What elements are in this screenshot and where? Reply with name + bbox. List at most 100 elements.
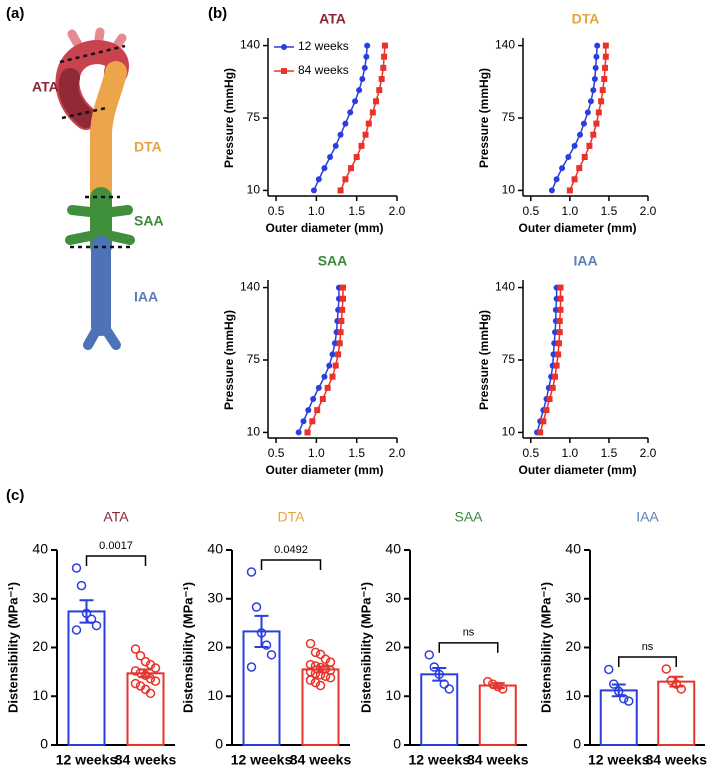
x-tick-label: 84 weeks	[646, 752, 708, 768]
y-axis-label: Pressure (mmHg)	[222, 68, 236, 168]
marker	[381, 53, 388, 60]
marker	[347, 109, 354, 116]
data-point	[261, 640, 272, 650]
marker	[339, 284, 346, 291]
marker	[364, 42, 371, 49]
data-point	[604, 664, 614, 675]
marker	[314, 407, 321, 414]
marker	[590, 87, 597, 94]
y-tick-label: 10	[565, 687, 581, 703]
marker	[300, 418, 307, 425]
y-tick-label: 0	[215, 736, 223, 752]
marker	[352, 98, 359, 105]
data-point	[619, 693, 629, 704]
annotation: 0.0492	[274, 544, 308, 556]
significance-bracket	[260, 559, 322, 570]
marker	[559, 165, 566, 172]
marker	[326, 362, 333, 369]
data-point	[130, 678, 141, 689]
y-tick-label: 40	[565, 541, 581, 557]
x-axis-label: Outer diameter (mm)	[518, 221, 636, 235]
marker	[601, 76, 608, 82]
x-tick-label: 84 weeks	[115, 752, 177, 768]
marker	[353, 154, 360, 160]
data-point	[315, 670, 326, 680]
chart-title: DTA	[278, 509, 306, 525]
y-tick-label: 140	[495, 280, 515, 294]
x-tick-label: 0.5	[268, 446, 285, 460]
marker	[315, 176, 322, 183]
marker	[602, 53, 609, 60]
marker	[555, 351, 562, 358]
data-point	[439, 679, 449, 689]
marker	[310, 187, 317, 194]
bar	[242, 630, 281, 746]
bar	[420, 673, 459, 746]
marker	[602, 64, 609, 71]
marker	[591, 76, 598, 82]
x-tick-label: 1.0	[308, 204, 325, 218]
data-point	[315, 649, 326, 660]
x-tick-label: 1.5	[601, 446, 618, 460]
x-tick-label: 1.5	[348, 204, 365, 218]
data-point	[150, 663, 161, 673]
marker	[332, 362, 339, 369]
y-tick-label: 30	[207, 589, 223, 605]
y-tick-label: 30	[32, 589, 48, 605]
significance-bracket	[85, 555, 147, 567]
y-tick-label: 30	[565, 589, 581, 605]
data-point	[444, 684, 454, 694]
y-tick-label: 140	[495, 38, 515, 52]
x-tick-label: 2.0	[389, 204, 406, 218]
panel-label: (b)	[208, 5, 227, 22]
marker	[329, 373, 336, 380]
data-point	[256, 628, 267, 638]
y-axis-label: Distensibility (MPa⁻¹)	[180, 582, 195, 713]
data-point	[609, 679, 619, 689]
x-tick-label: 84 weeks	[290, 752, 352, 768]
marker	[309, 418, 316, 425]
annotation: ns	[642, 641, 654, 653]
marker	[362, 131, 369, 138]
marker	[566, 187, 573, 194]
marker	[556, 329, 563, 336]
significance-bracket	[618, 656, 677, 667]
x-tick-label: 0.5	[268, 204, 285, 218]
marker	[586, 142, 593, 149]
marker	[361, 64, 368, 71]
marker	[373, 98, 380, 105]
data-point	[251, 602, 262, 612]
data-point	[150, 676, 161, 686]
data-point	[246, 662, 257, 672]
marker	[358, 142, 365, 149]
x-axis-label: Outer diameter (mm)	[265, 463, 383, 477]
marker	[356, 87, 363, 94]
x-tick-label: 1.0	[562, 204, 579, 218]
marker	[587, 98, 594, 105]
x-tick-label: 0.5	[522, 204, 539, 218]
data-point	[320, 671, 331, 682]
marker	[337, 187, 344, 194]
legend-label: 12 weeks	[298, 39, 349, 53]
data-point	[145, 688, 156, 699]
data-point	[81, 608, 92, 619]
marker	[321, 373, 328, 380]
marker	[576, 165, 583, 172]
marker	[310, 396, 317, 402]
x-tick-label: 84 weeks	[467, 752, 529, 768]
data-point	[671, 679, 681, 689]
x-tick-label: 2.0	[640, 204, 657, 218]
series-line	[551, 45, 598, 191]
y-tick-label: 0	[573, 736, 581, 752]
x-tick-label: 1.5	[601, 204, 618, 218]
marker	[363, 53, 370, 60]
data-point	[76, 580, 87, 591]
marker	[315, 384, 322, 391]
data-point	[246, 567, 257, 577]
error-bar	[611, 683, 626, 698]
x-tick-label: 1.0	[562, 446, 579, 460]
error-bar	[254, 614, 269, 649]
marker	[304, 429, 311, 436]
y-axis-label: Pressure (mmHg)	[477, 310, 491, 410]
